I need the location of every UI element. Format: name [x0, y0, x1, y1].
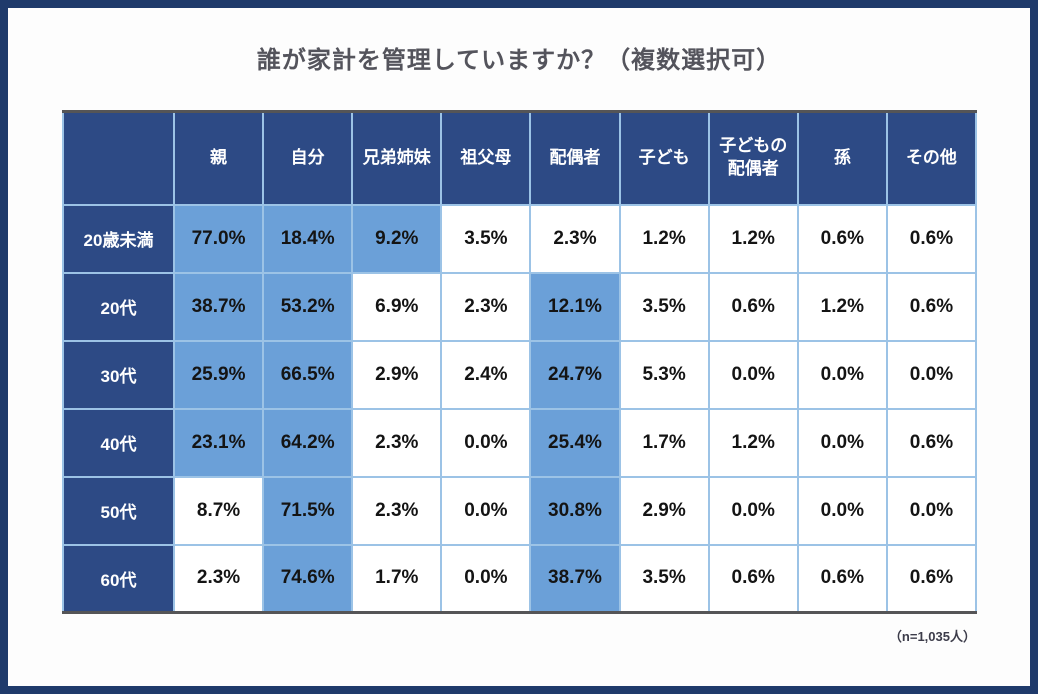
table-row-2: 30代 25.9% 66.5% 2.9% 2.4% 24.7% 5.3% 0.0% 0.0% 0.… [62, 339, 978, 410]
col-header-8: その他 [885, 110, 978, 206]
value-cell-5-0: 2.3% [172, 543, 265, 614]
value-cell-2-3: 2.4% [440, 339, 532, 410]
col-header-4: 配偶者 [529, 110, 621, 206]
value-cell-2-1: 66.5% [262, 339, 354, 410]
table-row-0: 20歳未満 77.0% 18.4% 9.2% 3.5% 2.3% 1.2% 1.2% 0.6% 0… [62, 203, 978, 274]
value-cell-0-0: 77.0% [172, 203, 265, 274]
value-cell-0-4: 2.3% [529, 203, 621, 274]
value-cell-4-8: 0.0% [885, 475, 978, 546]
survey-table: 親自分 兄弟姉妹 祖父母 配偶者 子ども 子どもの 配偶者孫その他 20歳未満 77.0% 1… [62, 110, 978, 614]
header-row: 親自分 兄弟姉妹 祖父母 配偶者 子ども 子どもの 配偶者孫その他 [62, 110, 978, 206]
value-cell-0-7: 0.6% [796, 203, 888, 274]
value-cell-5-4: 38.7% [529, 543, 621, 614]
table-header: 親自分 兄弟姉妹 祖父母 配偶者 子ども 子どもの 配偶者孫その他 [62, 110, 978, 206]
value-cell-3-5: 1.7% [618, 407, 710, 478]
value-cell-1-0: 38.7% [172, 271, 265, 342]
table-row-5: 60代 2.3% 74.6% 1.7% 0.0% 38.7% 3.5% 0.6% 0.6% 0.6… [62, 543, 978, 614]
value-cell-4-7: 0.0% [796, 475, 888, 546]
row-header-0: 20歳未満 [62, 203, 175, 274]
value-cell-2-8: 0.0% [885, 339, 978, 410]
value-cell-5-8: 0.6% [885, 543, 978, 614]
value-cell-0-1: 18.4% [262, 203, 354, 274]
value-cell-4-6: 0.0% [707, 475, 799, 546]
row-header-4: 50代 [62, 475, 175, 546]
value-cell-3-4: 25.4% [529, 407, 621, 478]
value-cell-3-0: 23.1% [172, 407, 265, 478]
value-cell-1-2: 6.9% [351, 271, 443, 342]
chart-title: 誰が家計を管理していますか？（複数選択可） [256, 47, 782, 74]
table-row-4: 50代 8.7% 71.5% 2.3% 0.0% 30.8% 2.9% 0.0% 0.0% 0.0… [62, 475, 978, 546]
value-cell-5-3: 0.0% [440, 543, 532, 614]
value-cell-2-0: 25.9% [172, 339, 265, 410]
value-cell-3-1: 64.2% [262, 407, 354, 478]
value-cell-4-2: 2.3% [351, 475, 443, 546]
value-cell-4-1: 71.5% [262, 475, 354, 546]
col-header-7: 孫 [796, 110, 888, 206]
table-row-1: 20代 38.7% 53.2% 6.9% 2.3% 12.1% 3.5% 0.6% 1.2% 0.… [62, 271, 978, 342]
value-cell-5-6: 0.6% [707, 543, 799, 614]
table-body: 20歳未満 77.0% 18.4% 9.2% 3.5% 2.3% 1.2% 1.2% 0.6% 0… [62, 203, 978, 614]
value-cell-0-5: 1.2% [618, 203, 710, 274]
row-header-3: 40代 [62, 407, 175, 478]
value-cell-0-6: 1.2% [707, 203, 799, 274]
row-header-2: 30代 [62, 339, 175, 410]
value-cell-2-2: 2.9% [351, 339, 443, 410]
value-cell-4-4: 30.8% [529, 475, 621, 546]
table-row-3: 40代 23.1% 64.2% 2.3% 0.0% 25.4% 1.7% 1.2% 0.0% 0.… [62, 407, 978, 478]
value-cell-1-1: 53.2% [262, 271, 354, 342]
value-cell-0-3: 3.5% [440, 203, 532, 274]
value-cell-2-5: 5.3% [618, 339, 710, 410]
value-cell-3-8: 0.6% [885, 407, 978, 478]
value-cell-3-6: 1.2% [707, 407, 799, 478]
value-cell-1-4: 12.1% [529, 271, 621, 342]
value-cell-4-5: 2.9% [618, 475, 710, 546]
value-cell-2-7: 0.0% [796, 339, 888, 410]
value-cell-1-3: 2.3% [440, 271, 532, 342]
value-cell-0-8: 0.6% [885, 203, 978, 274]
value-cell-1-7: 1.2% [796, 271, 888, 342]
sample-size-note: （n=1,035人） [888, 629, 976, 644]
value-cell-0-2: 9.2% [351, 203, 443, 274]
col-header-1: 自分 [262, 110, 354, 206]
col-header-0: 親 [172, 110, 265, 206]
value-cell-4-3: 0.0% [440, 475, 532, 546]
col-header-6: 子どもの 配偶者 [707, 110, 799, 206]
value-cell-3-7: 0.0% [796, 407, 888, 478]
value-cell-5-2: 1.7% [351, 543, 443, 614]
value-cell-1-8: 0.6% [885, 271, 978, 342]
corner-cell [62, 110, 175, 206]
value-cell-2-6: 0.0% [707, 339, 799, 410]
value-cell-2-4: 24.7% [529, 339, 621, 410]
value-cell-1-5: 3.5% [618, 271, 710, 342]
value-cell-5-5: 3.5% [618, 543, 710, 614]
col-header-5: 子ども [618, 110, 710, 206]
row-header-5: 60代 [62, 543, 175, 614]
value-cell-3-3: 0.0% [440, 407, 532, 478]
col-header-3: 祖父母 [440, 110, 532, 206]
value-cell-1-6: 0.6% [707, 271, 799, 342]
value-cell-3-2: 2.3% [351, 407, 443, 478]
value-cell-5-7: 0.6% [796, 543, 888, 614]
value-cell-5-1: 74.6% [262, 543, 354, 614]
value-cell-4-0: 8.7% [172, 475, 265, 546]
row-header-1: 20代 [62, 271, 175, 342]
col-header-2: 兄弟姉妹 [351, 110, 443, 206]
